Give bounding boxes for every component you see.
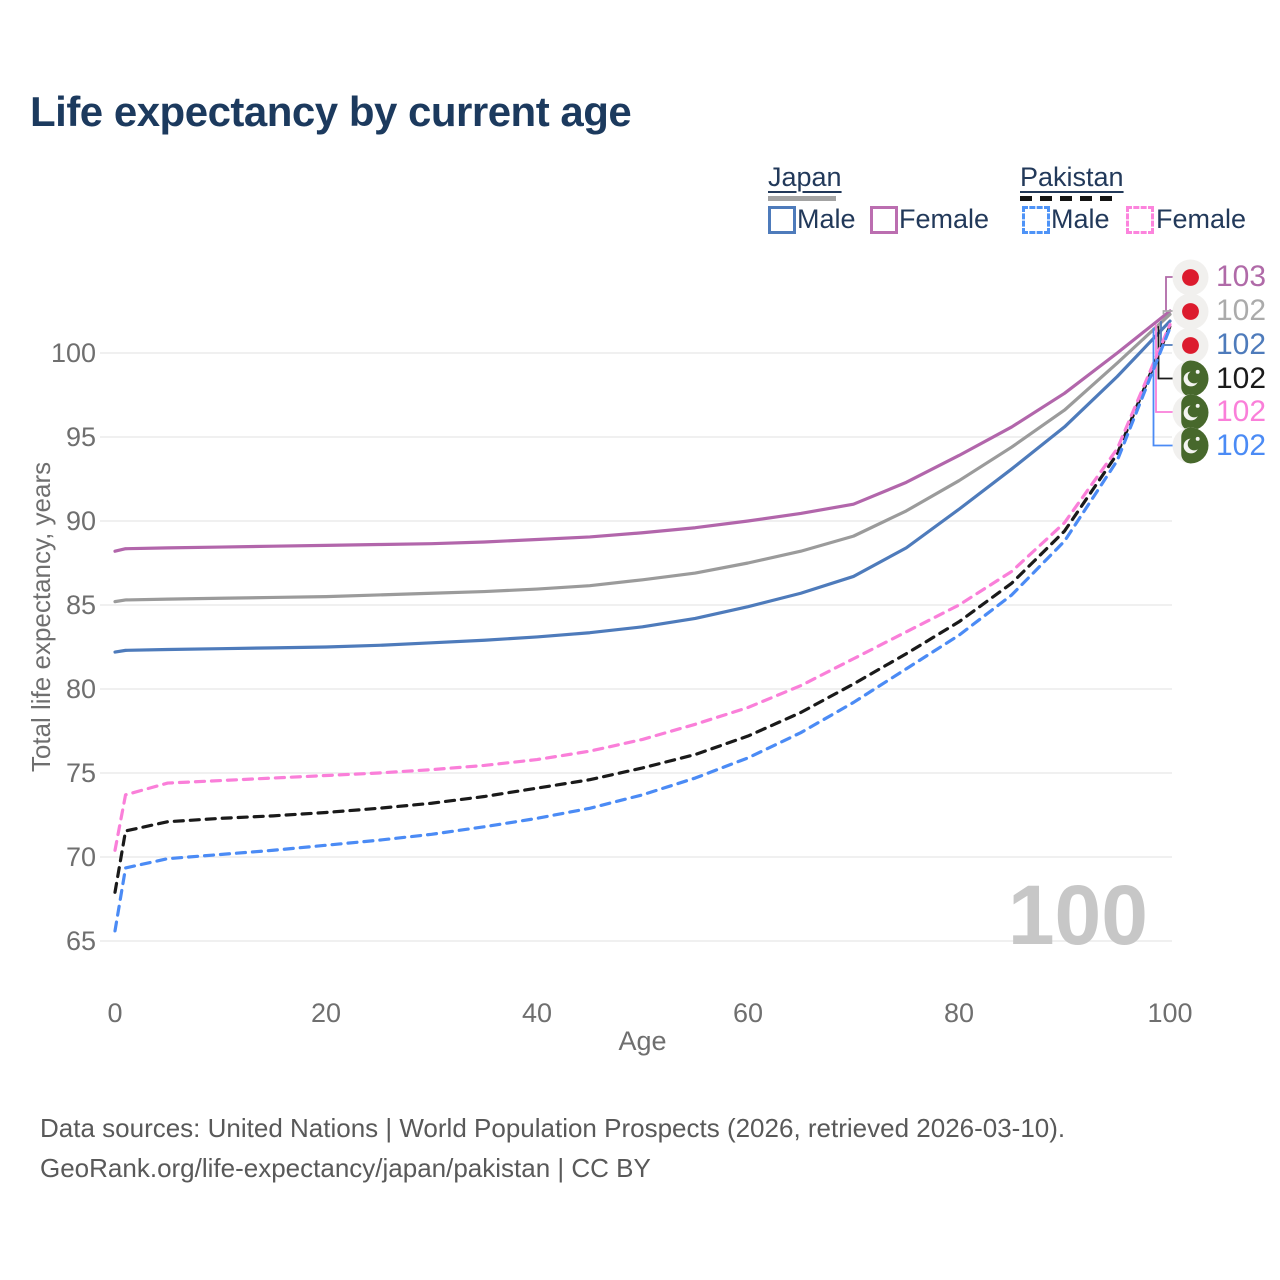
end-value-label: 102 xyxy=(1216,361,1267,395)
chart-line-pakistan-female[interactable] xyxy=(113,322,1172,852)
chart-line-japan-female[interactable] xyxy=(113,309,1172,553)
end-value-label: 102 xyxy=(1216,328,1267,361)
end-label-row: 102 xyxy=(1172,326,1266,364)
footer-data-sources: Data sources: United Nations | World Pop… xyxy=(40,1113,1066,1143)
legend-pakistan-line-sample xyxy=(1020,196,1120,201)
japan-flag-icon xyxy=(1172,293,1209,329)
legend-label-japan-female[interactable]: Female xyxy=(899,204,990,234)
chart-line-pakistan-both-sexes[interactable] xyxy=(113,324,1172,894)
page-title: Life expectancy by current age xyxy=(30,88,632,135)
legend-label-pakistan-female[interactable]: Female xyxy=(1156,204,1247,234)
end-label-row: 102 xyxy=(1172,393,1266,431)
legend-japan-line-sample xyxy=(768,196,836,201)
legend-label-pakistan-male[interactable]: Male xyxy=(1051,204,1110,234)
japan-flag-icon xyxy=(1172,327,1209,363)
end-label-row: 103 xyxy=(1172,258,1266,296)
x-tick-label: 20 xyxy=(311,998,341,1028)
x-tick-label: 0 xyxy=(107,998,122,1028)
legend-swatch-pakistan-female[interactable] xyxy=(1126,206,1154,234)
end-label-row: 102 xyxy=(1172,292,1266,330)
end-label-leader xyxy=(1157,326,1176,380)
end-value-label: 103 xyxy=(1216,260,1267,293)
pakistan-flag-icon xyxy=(1172,394,1209,431)
legend-swatch-pakistan-male[interactable] xyxy=(1022,206,1050,234)
legend-swatch-japan-male[interactable] xyxy=(768,206,796,234)
y-tick-label: 95 xyxy=(66,422,96,452)
chart-line-japan-male[interactable] xyxy=(113,319,1172,654)
x-tick-label: 40 xyxy=(522,998,552,1028)
y-tick-label: 85 xyxy=(66,590,96,620)
footer-attribution[interactable]: GeoRank.org/life-expectancy/japan/pakist… xyxy=(40,1153,651,1183)
end-label-row: 102 xyxy=(1172,360,1266,398)
y-tick-label: 75 xyxy=(66,758,96,788)
chart-line-pakistan-male[interactable] xyxy=(113,326,1172,933)
end-value-label: 102 xyxy=(1216,395,1267,428)
y-tick-label: 100 xyxy=(51,338,96,368)
pakistan-flag-icon xyxy=(1172,360,1209,397)
footer: Data sources: United Nations | World Pop… xyxy=(40,1108,1065,1188)
legend-group-japan[interactable]: Japan xyxy=(768,162,842,192)
y-tick-label: 90 xyxy=(66,506,96,536)
y-tick-label: 65 xyxy=(66,926,96,956)
x-tick-label: 80 xyxy=(944,998,974,1028)
japan-flag-icon xyxy=(1172,259,1209,295)
legend-label-japan-male[interactable]: Male xyxy=(797,204,856,234)
y-axis-title: Total life expectancy, years xyxy=(26,462,56,772)
end-value-label: 102 xyxy=(1216,428,1267,462)
end-label-leader xyxy=(1152,327,1176,447)
end-label-leader xyxy=(1155,324,1176,413)
end-value-label: 102 xyxy=(1216,294,1267,327)
y-tick-label: 80 xyxy=(66,674,96,704)
pakistan-flag-icon xyxy=(1172,427,1209,464)
y-tick-label: 70 xyxy=(66,842,96,872)
legend-swatch-japan-female[interactable] xyxy=(870,206,898,234)
age-watermark: 100 xyxy=(1008,868,1148,962)
end-label-row: 102 xyxy=(1172,427,1266,465)
end-label-leader xyxy=(1162,310,1176,315)
x-tick-label: 60 xyxy=(733,998,763,1028)
chart-line-japan-both-sexes[interactable] xyxy=(113,312,1172,604)
legend-group-pakistan[interactable]: Pakistan xyxy=(1020,162,1124,192)
x-tick-label: 100 xyxy=(1147,998,1192,1028)
x-axis-title: Age xyxy=(618,1026,666,1056)
